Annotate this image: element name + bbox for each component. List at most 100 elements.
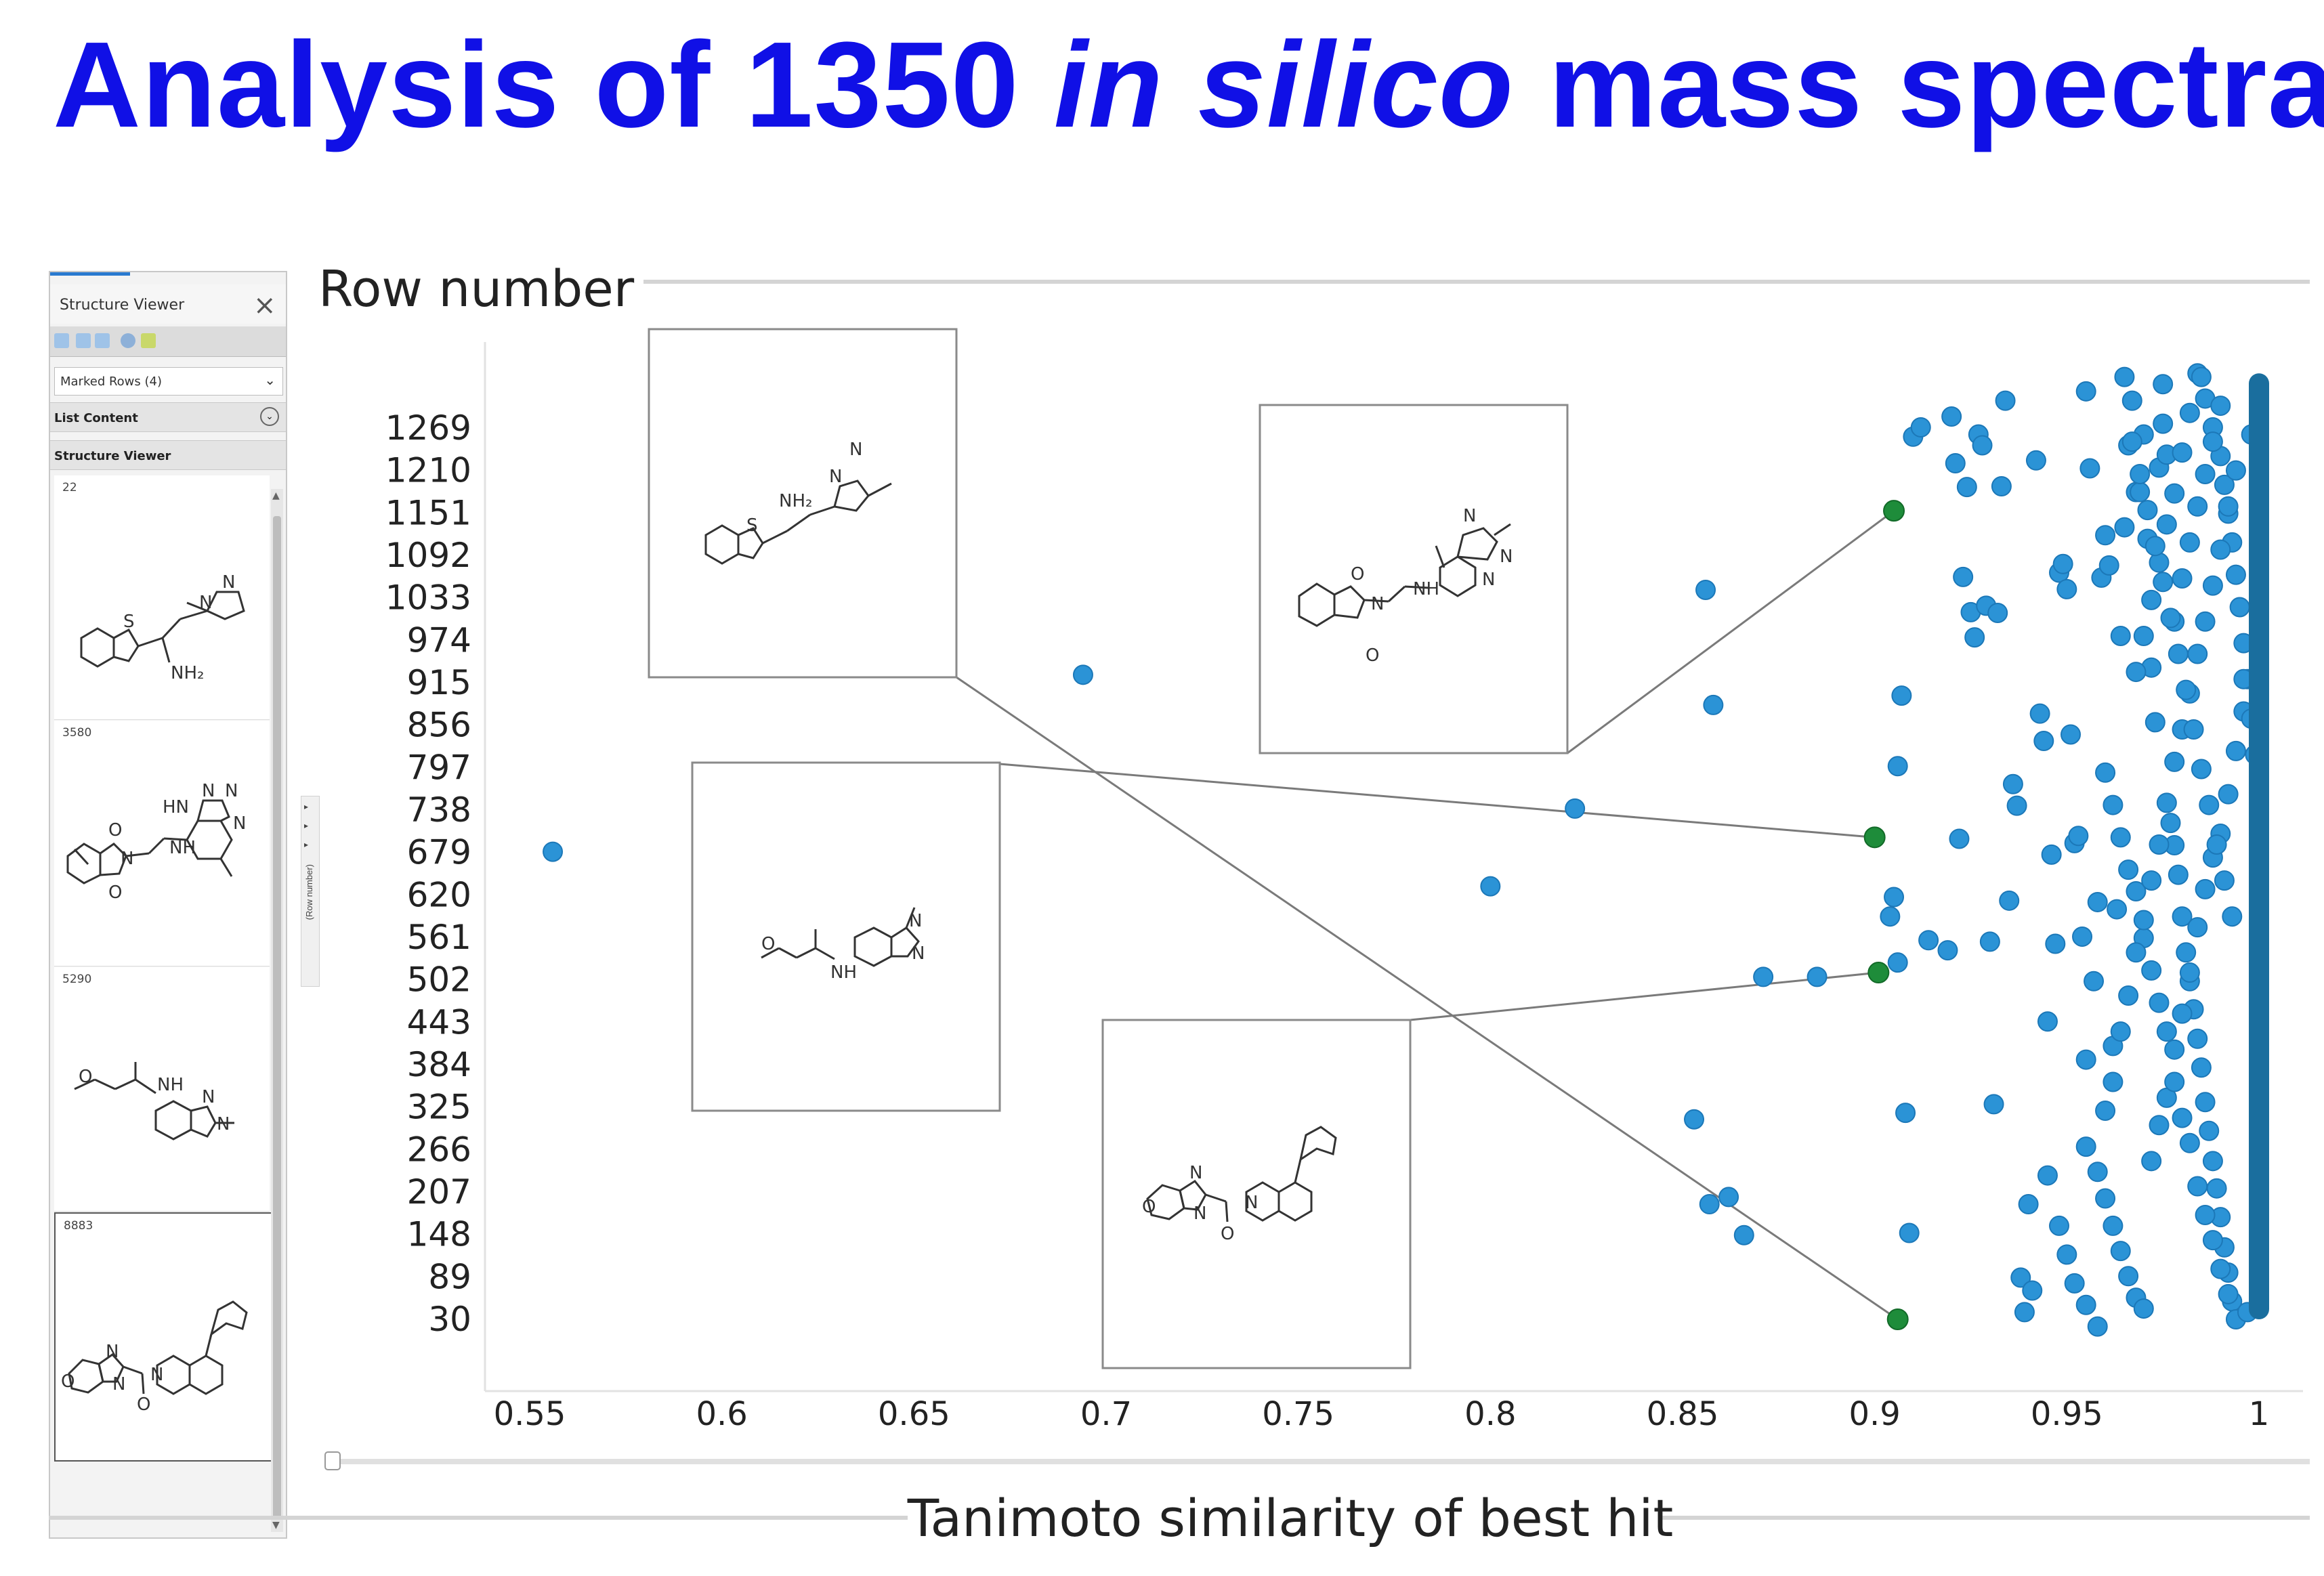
atom-label: S <box>746 515 758 536</box>
atom-label: N <box>1500 547 1513 567</box>
atom-label: N <box>1371 594 1384 614</box>
data-point <box>2164 1071 2185 1092</box>
data-point <box>2130 482 2151 503</box>
data-point <box>2172 1107 2193 1128</box>
data-point <box>2156 514 2177 535</box>
scroll-down-icon[interactable]: ▼ <box>272 1520 280 1531</box>
data-point <box>2191 366 2212 387</box>
section-list-content[interactable]: List Content ⌄ <box>50 402 286 432</box>
structure-viewer-panel: Structure Viewer × Marked Rows (4) ⌄ Lis… <box>49 271 287 1539</box>
x-range-slider-handle[interactable] <box>324 1451 341 1470</box>
axis-selector-strip[interactable]: ▸ ▸ ▸ (Row number) <box>301 796 320 987</box>
structure-card-22[interactable]: 22 S NH₂ N N <box>54 475 270 720</box>
data-point <box>2202 575 2223 596</box>
structure-card-8883[interactable]: 8883 N N O O N <box>54 1212 272 1462</box>
data-point <box>2195 611 2216 632</box>
exact-match-column <box>2249 373 2269 1319</box>
data-point <box>2199 794 2220 815</box>
marked-point <box>1886 1308 1909 1330</box>
atom-label: N <box>106 1342 119 1362</box>
data-point <box>2084 971 2105 992</box>
slide-title: Analysis of 1350 in silico mass spectra <box>53 15 2324 155</box>
data-point <box>2149 992 2170 1013</box>
data-point <box>2118 985 2139 1006</box>
molecule-22: S NH₂ N N <box>80 572 245 683</box>
data-point <box>2210 1258 2231 1279</box>
scrollbar-thumb[interactable] <box>273 516 281 1518</box>
expand-circle-icon[interactable]: ⌄ <box>260 407 279 426</box>
settings-icon[interactable] <box>121 333 135 348</box>
close-icon[interactable]: × <box>253 290 276 321</box>
data-point <box>2218 784 2239 805</box>
y-tick-label: 1210 <box>385 451 471 490</box>
y-axis-title: Row number <box>318 260 635 318</box>
data-point <box>1918 930 1939 951</box>
data-point <box>1703 694 1724 715</box>
x-tick-label: 1 <box>2249 1395 2270 1433</box>
data-point <box>2202 1151 2223 1172</box>
atom-label: N <box>222 572 235 593</box>
x-tick-label: 0.9 <box>1848 1395 1900 1433</box>
y-tick-label: 30 <box>428 1300 471 1339</box>
arrow-icon[interactable]: ▸ <box>304 821 309 830</box>
data-point <box>2103 794 2124 815</box>
data-point <box>2133 910 2154 931</box>
data-point <box>2075 1049 2096 1070</box>
data-point <box>2179 1132 2200 1153</box>
data-point <box>1949 828 1970 849</box>
atom-label: NH <box>157 1075 184 1095</box>
data-point <box>1891 685 1912 706</box>
data-point <box>2006 795 2027 816</box>
data-point <box>1979 931 2000 952</box>
data-point <box>2187 1176 2208 1197</box>
data-point <box>2087 891 2108 912</box>
arrow-icon[interactable]: ▸ <box>304 840 309 849</box>
data-point <box>2179 402 2200 423</box>
data-point <box>2072 926 2093 947</box>
atom-label: O <box>1366 645 1379 666</box>
data-point <box>2056 1244 2077 1265</box>
atom-label: N <box>225 781 238 801</box>
last-row-icon[interactable] <box>95 333 110 348</box>
callout-5290[interactable]: O NH N N <box>691 761 1001 1112</box>
atom-label: HN <box>163 797 189 817</box>
x-range-slider-track[interactable] <box>326 1459 2310 1464</box>
next-row-icon[interactable] <box>76 333 91 348</box>
data-point <box>2110 1021 2131 1042</box>
atom-label: O <box>137 1394 150 1415</box>
data-point <box>2191 1057 2212 1078</box>
scroll-up-icon[interactable]: ▲ <box>272 490 280 501</box>
callout-3580[interactable]: N N O O N <box>1101 1019 1412 1369</box>
data-point <box>2172 568 2193 589</box>
y-tick-label: 738 <box>407 790 471 830</box>
data-point <box>2087 1162 2108 1183</box>
data-point <box>1887 952 1908 973</box>
x-tick-label: 0.95 <box>2031 1395 2103 1433</box>
rows-dropdown-value: Marked Rows (4) <box>60 375 162 389</box>
atom-label: NH <box>169 838 196 858</box>
data-point <box>1941 406 1962 427</box>
data-point <box>2164 1039 2185 1060</box>
data-point <box>2137 500 2158 521</box>
atom-label: N <box>202 781 215 801</box>
panel-scrollbar[interactable]: ▲ ▼ <box>271 489 283 1532</box>
data-point <box>2187 1028 2208 1049</box>
rows-dropdown[interactable]: Marked Rows (4) ⌄ <box>54 367 283 396</box>
data-point <box>1480 876 1501 897</box>
data-point <box>2095 1188 2116 1209</box>
callout-22[interactable]: S NH₂ N N <box>648 328 958 679</box>
y-tick-label: 148 <box>407 1215 471 1254</box>
callout-8883[interactable]: O N O NH N N N <box>1259 404 1569 754</box>
x-tick-label: 0.6 <box>696 1395 747 1433</box>
data-point <box>2172 1003 2193 1024</box>
structure-card-5290[interactable]: 5290 O NH N N <box>54 967 270 1212</box>
edit-icon[interactable] <box>141 333 156 348</box>
y-tick-label: 856 <box>407 706 471 745</box>
data-point <box>2145 536 2165 557</box>
atom-label: O <box>1221 1224 1234 1244</box>
arrow-icon[interactable]: ▸ <box>304 802 309 811</box>
structure-card-3580[interactable]: 3580 O N O NH HN N N N <box>54 721 270 966</box>
data-point <box>2179 532 2200 553</box>
atom-label: O <box>61 1371 75 1392</box>
first-row-icon[interactable] <box>54 333 69 348</box>
